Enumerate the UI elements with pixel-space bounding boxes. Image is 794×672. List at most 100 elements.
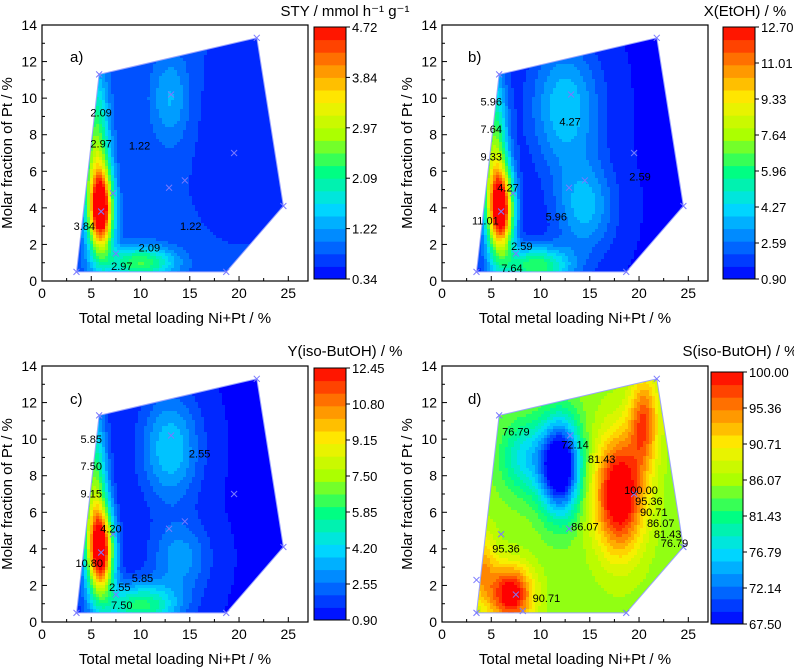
contour-label: 2.97 bbox=[111, 261, 132, 273]
data-point bbox=[630, 149, 638, 157]
y-axis-label: Molar fraction of Pt / % bbox=[0, 77, 16, 229]
x-tick-label: 25 bbox=[281, 285, 297, 301]
contour-label: 5.96 bbox=[481, 96, 502, 108]
y-tick-label: 0 bbox=[29, 273, 37, 289]
x-tick-label: 15 bbox=[182, 626, 198, 642]
contour-label: 2.09 bbox=[139, 243, 160, 255]
y-tick-label: 14 bbox=[421, 17, 437, 33]
colorbar-frame bbox=[313, 367, 347, 621]
y-tick-label: 10 bbox=[421, 90, 437, 106]
colorbar-tick-label: 10.80 bbox=[352, 397, 385, 412]
contour-label: 81.43 bbox=[588, 454, 616, 466]
y-tick-label: 12 bbox=[21, 395, 37, 411]
contour-label: 1.22 bbox=[129, 140, 150, 152]
data-point bbox=[73, 609, 80, 617]
y-tick-label: 14 bbox=[21, 358, 37, 374]
contour-label: 100.00 bbox=[624, 485, 658, 497]
colorbar-tick-label: 76.79 bbox=[749, 545, 782, 560]
data-point bbox=[167, 432, 175, 439]
contour-label: 95.36 bbox=[492, 544, 520, 556]
y-axis-label: Molar fraction of Pt / % bbox=[399, 418, 416, 570]
data-point bbox=[112, 250, 120, 257]
contour-label: 3.84 bbox=[74, 221, 95, 233]
data-point bbox=[653, 375, 661, 383]
contour-label: 2.59 bbox=[511, 241, 532, 253]
data-point bbox=[222, 268, 230, 276]
colorbar-tick-label: 100.00 bbox=[749, 365, 789, 380]
x-tick-label: 20 bbox=[631, 285, 647, 301]
panel-letter: d) bbox=[468, 391, 481, 408]
data-point bbox=[509, 189, 517, 197]
colorbar-tick-label: 12.70 bbox=[761, 20, 794, 35]
data-point bbox=[165, 525, 173, 533]
colorbar-tick-label: 4.72 bbox=[352, 20, 377, 35]
contour-label: 11.01 bbox=[472, 215, 499, 227]
x-axis-label: Total metal loading Ni+Pt / % bbox=[79, 651, 271, 668]
data-point bbox=[512, 250, 520, 257]
colorbar-tick-label: 0.90 bbox=[352, 613, 377, 628]
panel-c: 0 5 10 15 20 25 0 2 4 6 8 10 12 14 Total metal loading… bbox=[0, 343, 403, 668]
data-point bbox=[73, 268, 80, 276]
x-tick-label: 15 bbox=[582, 626, 598, 642]
y-tick-label: 0 bbox=[429, 273, 437, 289]
contour-label: 5.85 bbox=[81, 434, 102, 446]
colorbar-tick-label: 0.90 bbox=[761, 272, 786, 287]
data-point bbox=[97, 549, 105, 556]
contour-label: 7.64 bbox=[481, 124, 502, 136]
contour-label: 2.97 bbox=[90, 139, 111, 151]
panel-letter: a) bbox=[70, 49, 83, 66]
x-tick-label: 10 bbox=[133, 285, 149, 301]
colorbar-frame bbox=[313, 26, 347, 280]
data-point bbox=[95, 412, 103, 419]
chart-title: X(EtOH) / % bbox=[704, 3, 787, 20]
x-tick-label: 0 bbox=[438, 285, 446, 301]
y-tick-label: 4 bbox=[29, 541, 37, 557]
colorbar-tick-label: 2.97 bbox=[352, 121, 377, 136]
y-tick-label: 10 bbox=[21, 90, 37, 106]
colorbar-tick-label: 5.85 bbox=[352, 505, 377, 520]
hull-outline bbox=[475, 37, 684, 273]
data-point bbox=[97, 208, 105, 215]
colorbar-tick-label: 67.50 bbox=[749, 617, 782, 632]
x-tick-label: 0 bbox=[38, 626, 46, 642]
data-point bbox=[253, 34, 261, 42]
x-tick-label: 25 bbox=[681, 626, 697, 642]
y-tick-label: 10 bbox=[21, 431, 37, 447]
hull-outline bbox=[75, 37, 284, 273]
contour-label: 4.27 bbox=[559, 117, 580, 129]
y-tick-label: 4 bbox=[429, 541, 437, 557]
contour-label: 7.50 bbox=[81, 461, 102, 473]
y-tick-label: 6 bbox=[429, 163, 437, 179]
colorbar-tick-label: 3.84 bbox=[352, 70, 377, 85]
data-point bbox=[630, 490, 638, 498]
colorbar-tick-label: 72.14 bbox=[749, 581, 782, 596]
y-tick-label: 6 bbox=[429, 504, 437, 520]
x-tick-label: 20 bbox=[231, 285, 247, 301]
contour-label: 90.71 bbox=[640, 507, 668, 519]
contour-label: 2.55 bbox=[109, 582, 130, 594]
data-point bbox=[222, 609, 230, 617]
data-point bbox=[230, 490, 238, 498]
contour-label: 10.80 bbox=[76, 558, 104, 570]
data-point bbox=[473, 268, 480, 276]
colorbar: 4.72 3.84 2.97 2.09 1.22 0.34 bbox=[313, 20, 377, 287]
contour-label: 5.85 bbox=[132, 573, 153, 585]
contour-label: 72.14 bbox=[561, 439, 589, 451]
colorbar-tick-label: 7.64 bbox=[761, 128, 786, 143]
data-point bbox=[181, 518, 189, 525]
colorbar: 12.70 11.01 9.33 7.64 5.96 4.27 2.59 0.90 bbox=[722, 20, 794, 287]
x-axis-label: Total metal loading Ni+Pt / % bbox=[79, 310, 271, 327]
colorbar-frame bbox=[722, 26, 756, 280]
colorbar-tick-label: 1.22 bbox=[352, 222, 377, 237]
data-point bbox=[495, 71, 503, 78]
y-tick-label: 10 bbox=[421, 431, 437, 447]
panel-d: 0 5 10 15 20 25 0 2 4 6 8 10 12 14 Total metal loading… bbox=[399, 343, 794, 668]
data-point bbox=[109, 530, 117, 538]
data-point bbox=[512, 591, 520, 598]
y-tick-label: 14 bbox=[421, 358, 437, 374]
y-tick-label: 0 bbox=[429, 614, 437, 630]
data-point bbox=[253, 375, 261, 383]
x-tick-label: 10 bbox=[133, 626, 149, 642]
data-point bbox=[566, 432, 574, 439]
hull-outline bbox=[75, 378, 284, 614]
